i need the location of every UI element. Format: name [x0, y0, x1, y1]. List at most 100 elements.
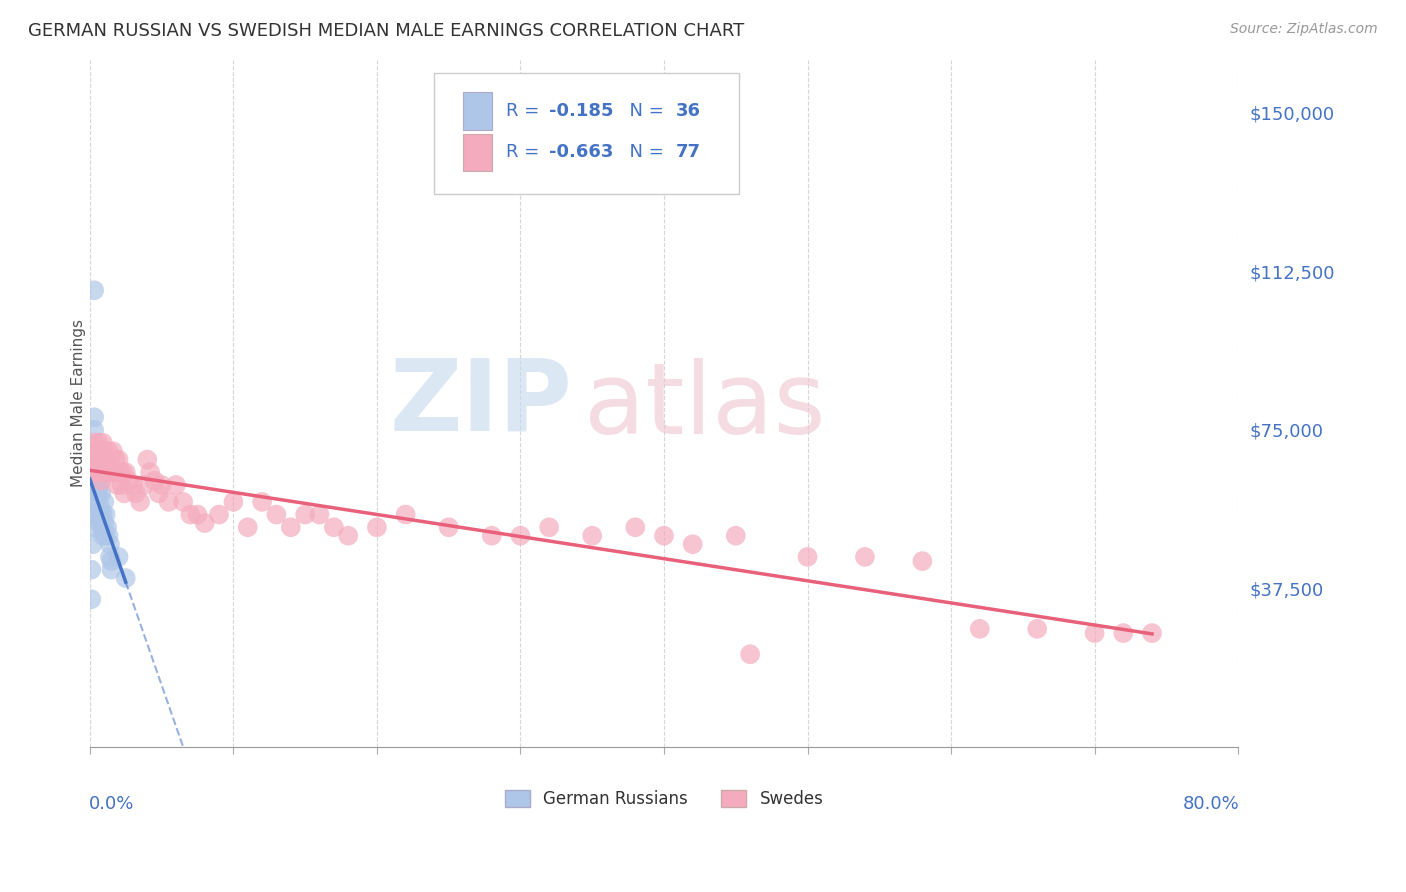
Point — [111, 465, 134, 479]
Point — [114, 465, 136, 479]
Point — [82, 452, 104, 467]
Point — [222, 495, 245, 509]
Point — [509, 529, 531, 543]
Point — [100, 465, 122, 479]
Point — [139, 465, 162, 479]
Point — [82, 537, 104, 551]
Text: R =: R = — [506, 144, 544, 161]
Point — [581, 529, 603, 543]
Y-axis label: Median Male Earnings: Median Male Earnings — [72, 319, 86, 487]
Point — [93, 465, 115, 479]
Point — [89, 478, 111, 492]
Text: Source: ZipAtlas.com: Source: ZipAtlas.com — [1230, 22, 1378, 37]
Point — [740, 647, 762, 661]
Point — [83, 435, 105, 450]
Point — [87, 508, 110, 522]
Point — [94, 508, 117, 522]
Point — [86, 474, 108, 488]
Point — [83, 465, 105, 479]
Text: -0.185: -0.185 — [550, 103, 613, 120]
Point — [853, 549, 876, 564]
Point — [108, 465, 131, 479]
Point — [96, 520, 118, 534]
Point — [80, 563, 103, 577]
Point — [80, 508, 103, 522]
Point — [165, 478, 187, 492]
Point — [97, 444, 120, 458]
Point — [98, 452, 121, 467]
Point — [100, 554, 122, 568]
Point — [98, 549, 121, 564]
Point — [266, 508, 288, 522]
Point — [91, 435, 114, 450]
Point — [98, 537, 121, 551]
Text: atlas: atlas — [583, 359, 825, 456]
Point — [250, 495, 273, 509]
Point — [194, 516, 217, 530]
Point — [969, 622, 991, 636]
Point — [87, 452, 110, 467]
Point — [84, 495, 107, 509]
Text: N =: N = — [619, 103, 669, 120]
Point — [1140, 626, 1163, 640]
FancyBboxPatch shape — [434, 73, 738, 194]
Legend: German Russians, Swedes: German Russians, Swedes — [498, 783, 830, 814]
Point — [624, 520, 647, 534]
Point — [122, 478, 145, 492]
Point — [104, 452, 127, 467]
Point — [83, 423, 105, 437]
Point — [337, 529, 360, 543]
Point — [86, 499, 108, 513]
FancyBboxPatch shape — [463, 92, 492, 130]
Point — [90, 520, 112, 534]
Point — [1084, 626, 1107, 640]
Point — [86, 452, 108, 467]
Text: GERMAN RUSSIAN VS SWEDISH MEDIAN MALE EARNINGS CORRELATION CHART: GERMAN RUSSIAN VS SWEDISH MEDIAN MALE EA… — [28, 22, 744, 40]
Point — [294, 508, 316, 522]
Point — [93, 444, 115, 458]
Point — [89, 499, 111, 513]
Point — [87, 435, 110, 450]
Point — [308, 508, 330, 522]
Point — [91, 529, 114, 543]
Point — [83, 410, 105, 425]
Point — [107, 452, 129, 467]
Point — [112, 486, 135, 500]
Point — [110, 478, 132, 492]
Point — [322, 520, 344, 534]
Point — [101, 444, 124, 458]
Point — [84, 444, 107, 458]
Point — [117, 474, 139, 488]
Point — [90, 508, 112, 522]
Point — [89, 444, 111, 458]
Point — [437, 520, 460, 534]
Point — [157, 495, 180, 509]
Point — [682, 537, 704, 551]
Point — [94, 529, 117, 543]
Point — [91, 452, 114, 467]
Point — [89, 516, 111, 530]
Point — [125, 486, 148, 500]
Point — [89, 465, 111, 479]
Point — [208, 508, 231, 522]
Point — [90, 452, 112, 467]
Point — [114, 571, 136, 585]
Point — [1112, 626, 1135, 640]
Point — [186, 508, 208, 522]
Point — [91, 508, 114, 522]
Point — [172, 495, 194, 509]
Point — [80, 592, 103, 607]
Point — [143, 474, 166, 488]
Point — [538, 520, 561, 534]
Point — [93, 516, 115, 530]
Text: ZIP: ZIP — [389, 355, 572, 452]
Point — [280, 520, 302, 534]
Text: 0.0%: 0.0% — [89, 796, 134, 814]
Point — [93, 495, 115, 509]
Text: -0.663: -0.663 — [550, 144, 613, 161]
Point — [395, 508, 418, 522]
Point — [90, 486, 112, 500]
Point — [82, 520, 104, 534]
Point — [84, 478, 107, 492]
Point — [129, 495, 152, 509]
